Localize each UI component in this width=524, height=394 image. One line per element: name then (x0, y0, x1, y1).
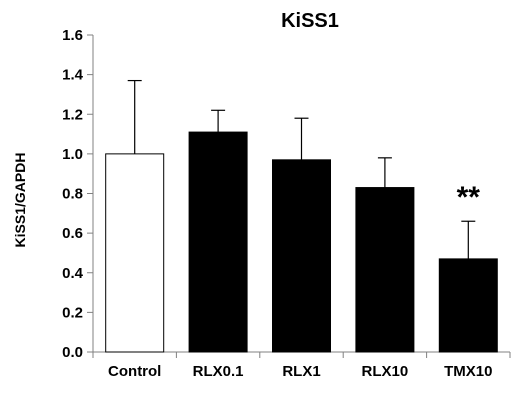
x-tick-label: RLX0.1 (193, 363, 244, 380)
bar-rlx10 (355, 187, 415, 353)
y-tick-label: 1.0 (62, 146, 83, 163)
y-tick-label: 0.4 (62, 265, 84, 282)
y-tick-label: 0.6 (62, 225, 83, 242)
x-tick-label: Control (108, 363, 161, 380)
x-tick-label: TMX10 (444, 363, 492, 380)
y-tick-label: 0.2 (62, 304, 83, 321)
y-tick-label: 1.4 (62, 67, 84, 84)
x-tick-label: RLX1 (282, 363, 320, 380)
x-tick-label: RLX10 (362, 363, 409, 380)
y-tick-label: 1.6 (62, 27, 83, 44)
bar-rlx0-1 (188, 131, 248, 353)
plot-area: 0.0 0.2 0.4 0.6 0.8 1.0 1.2 1.4 1.6 Control RLX0.1… (62, 27, 511, 380)
significance-annotation: ** (457, 181, 481, 214)
y-tick-label: 0.8 (62, 186, 83, 203)
y-tick-label: 0.0 (62, 344, 83, 361)
y-axis-label: KiSS1/GAPDH (12, 153, 28, 248)
y-tick-label: 1.2 (62, 106, 83, 123)
bar-control (105, 153, 165, 353)
bar-rlx1 (272, 159, 331, 353)
bar-tmx10 (438, 258, 498, 353)
chart-title: KiSS1 (281, 10, 339, 32)
